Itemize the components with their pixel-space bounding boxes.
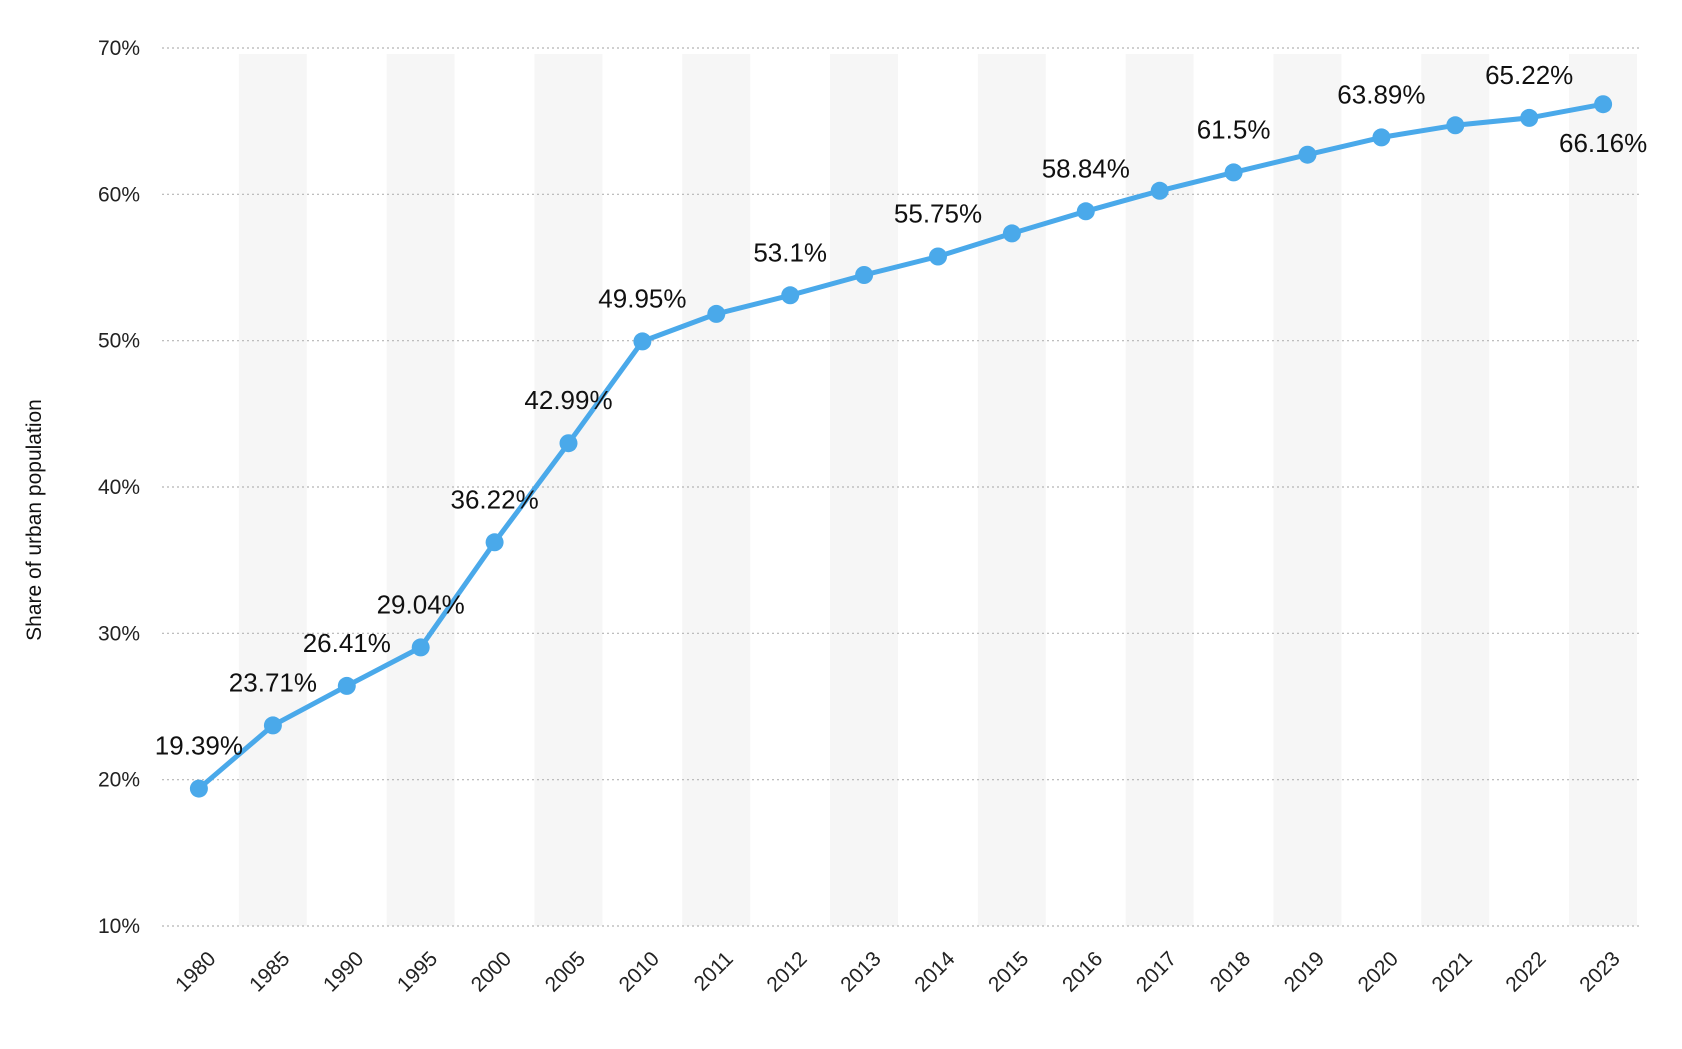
y-tick-label: 50% bbox=[98, 330, 140, 353]
y-tick-label: 10% bbox=[98, 915, 140, 938]
data-point-1990[interactable] bbox=[337, 676, 356, 695]
data-labels: 19.39% 23.71% 26.41% 29.04% 36.22% 42.99% 49.9… bbox=[155, 60, 1647, 761]
x-tick-label: 2022 bbox=[1501, 947, 1550, 996]
data-point-2020[interactable] bbox=[1372, 128, 1391, 147]
x-tick-label: 1985 bbox=[245, 947, 294, 996]
alternating-bands bbox=[238, 54, 1637, 926]
x-tick-label: 2017 bbox=[1132, 947, 1181, 996]
x-tick-label: 2014 bbox=[910, 947, 960, 997]
band-2021 bbox=[1421, 54, 1490, 926]
band-1985 bbox=[238, 54, 307, 926]
data-label-2010: 49.95% bbox=[598, 283, 686, 313]
data-point-2021[interactable] bbox=[1446, 116, 1465, 135]
x-tick-label: 2021 bbox=[1428, 947, 1477, 996]
x-tick-label: 2016 bbox=[1058, 947, 1107, 996]
data-point-2014[interactable] bbox=[929, 247, 947, 266]
data-label-2022: 65.22% bbox=[1485, 60, 1573, 90]
data-point-2015[interactable] bbox=[1002, 224, 1021, 243]
band-2011 bbox=[682, 54, 751, 926]
data-point-2017[interactable] bbox=[1150, 181, 1169, 200]
data-point-2011[interactable] bbox=[707, 304, 726, 323]
x-tick-label: 2015 bbox=[984, 947, 1033, 996]
data-point-2022[interactable] bbox=[1520, 108, 1539, 127]
data-label-2020: 63.89% bbox=[1337, 79, 1425, 109]
data-label-2023: 66.16% bbox=[1559, 128, 1647, 158]
data-point-2023[interactable] bbox=[1594, 95, 1613, 114]
data-label-1995: 29.04% bbox=[377, 589, 465, 619]
band-2019 bbox=[1273, 54, 1342, 926]
data-label-2005: 42.99% bbox=[524, 385, 612, 415]
x-tick-label: 2012 bbox=[762, 947, 811, 996]
data-label-2014: 55.75% bbox=[894, 199, 982, 229]
band-1995 bbox=[386, 54, 455, 926]
x-tick-label: 2005 bbox=[541, 947, 590, 996]
data-label-1980: 19.39% bbox=[155, 731, 243, 761]
y-tick-label: 70% bbox=[98, 37, 140, 60]
data-point-1980[interactable] bbox=[189, 779, 208, 798]
y-tick-label: 60% bbox=[98, 183, 140, 206]
x-tick-label: 2000 bbox=[467, 947, 516, 996]
y-tick-label: 40% bbox=[98, 476, 140, 499]
y-tick-label: 30% bbox=[98, 622, 140, 645]
series-line-layer bbox=[196, 101, 1606, 792]
data-point-2019[interactable] bbox=[1298, 145, 1317, 164]
data-label-2000: 36.22% bbox=[451, 484, 539, 514]
x-tick-label: 2020 bbox=[1354, 947, 1403, 996]
x-tick-label: 2019 bbox=[1280, 947, 1329, 996]
x-axis-ticks: 1980 1985 1990 1995 2000 2005 2010 2011 2012 2013… bbox=[171, 947, 1624, 997]
data-point-2000[interactable] bbox=[485, 533, 504, 552]
band-2023 bbox=[1569, 54, 1637, 926]
band-2005 bbox=[534, 54, 603, 926]
data-point-2013[interactable] bbox=[855, 266, 874, 284]
y-axis-label: Share of urban population bbox=[23, 399, 46, 641]
gridlines bbox=[162, 47, 1640, 927]
data-point-2018[interactable] bbox=[1224, 163, 1243, 182]
x-tick-label: 1980 bbox=[171, 947, 220, 996]
series-line bbox=[196, 101, 1606, 792]
band-2013 bbox=[830, 54, 898, 926]
data-point-1985[interactable] bbox=[263, 716, 282, 735]
x-tick-label: 2013 bbox=[836, 947, 885, 996]
data-point-2012[interactable] bbox=[781, 286, 800, 305]
data-label-1985: 23.71% bbox=[229, 667, 317, 697]
x-tick-label: 2011 bbox=[690, 947, 738, 995]
data-label-2018: 61.5% bbox=[1197, 114, 1271, 144]
data-point-2005[interactable] bbox=[559, 434, 578, 453]
data-point-1995[interactable] bbox=[411, 638, 430, 657]
data-point-2016[interactable] bbox=[1076, 202, 1095, 221]
band-2015 bbox=[977, 54, 1046, 926]
data-label-2016: 58.84% bbox=[1042, 153, 1130, 183]
data-label-1990: 26.41% bbox=[303, 628, 391, 658]
data-points bbox=[189, 95, 1613, 798]
y-tick-label: 20% bbox=[98, 769, 140, 792]
y-axis-ticks: 10% 20% 30% 40% 50% 60% 70% bbox=[98, 37, 140, 938]
x-tick-label: 1990 bbox=[319, 947, 368, 996]
data-point-2010[interactable] bbox=[633, 332, 652, 351]
x-tick-label: 2018 bbox=[1206, 947, 1255, 996]
x-tick-label: 2010 bbox=[615, 947, 664, 996]
data-label-2012: 53.1% bbox=[753, 237, 827, 267]
x-tick-label: 2023 bbox=[1575, 947, 1624, 996]
x-tick-label: 1995 bbox=[393, 947, 442, 996]
